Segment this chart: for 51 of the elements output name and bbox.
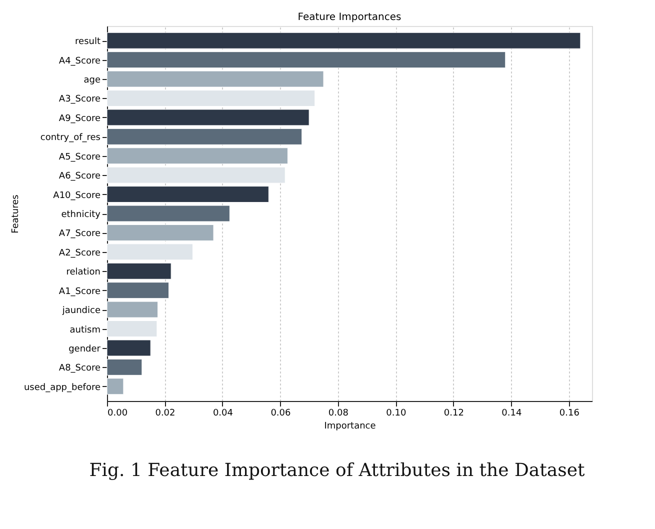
y-tick-label: autism bbox=[70, 325, 100, 336]
x-tick-label: 0.02 bbox=[155, 408, 176, 418]
y-tick-label: ethnicity bbox=[61, 210, 102, 220]
y-tick-label: A4_Score bbox=[58, 56, 101, 66]
x-tick-label: 0.00 bbox=[108, 408, 128, 418]
bar bbox=[106, 128, 302, 145]
y-tick-label: A3_Score bbox=[58, 94, 101, 105]
y-tick-label: result bbox=[75, 37, 101, 48]
bar bbox=[106, 378, 124, 395]
y-tick-label: A10_Score bbox=[53, 190, 101, 201]
y-tick-label: contry_of_res bbox=[40, 133, 101, 144]
y-tick-label: jaundice bbox=[61, 306, 101, 316]
bar bbox=[106, 282, 170, 299]
y-tick-label: A5_Score bbox=[58, 152, 101, 162]
bar bbox=[106, 224, 214, 241]
chart-title: Feature Importances bbox=[298, 12, 402, 23]
x-tick-label: 0.14 bbox=[502, 408, 522, 418]
x-tick-label: 0.08 bbox=[328, 408, 349, 418]
bar bbox=[106, 358, 142, 376]
y-tick-label: A9_Score bbox=[58, 114, 101, 124]
x-tick-label: 0.16 bbox=[559, 408, 580, 418]
bar bbox=[106, 320, 158, 338]
y-tick-label: A7_Score bbox=[58, 229, 101, 240]
bar bbox=[106, 148, 288, 164]
x-tick-label: 0.06 bbox=[270, 408, 292, 418]
x-tick-label: 0.10 bbox=[386, 408, 406, 418]
y-tick-label: A1_Score bbox=[58, 286, 101, 297]
bar bbox=[106, 244, 193, 260]
bar bbox=[106, 340, 151, 356]
caption: Fig. 1 Feature Importance of Attributes in the Dataset bbox=[89, 460, 586, 481]
bar bbox=[106, 301, 158, 318]
bar bbox=[106, 70, 324, 88]
x-axis-title: Importance bbox=[324, 422, 376, 432]
y-tick-label: age bbox=[84, 76, 101, 86]
x-tick-label: 0.12 bbox=[444, 408, 464, 418]
bar bbox=[106, 32, 581, 49]
x-tick-label: 0.04 bbox=[212, 408, 234, 418]
bar bbox=[106, 205, 230, 222]
y-tick-label: A8_Score bbox=[58, 364, 101, 374]
bar bbox=[106, 166, 286, 184]
y-tick-label: relation bbox=[66, 268, 100, 278]
y-axis-title: Features bbox=[10, 194, 21, 234]
bar bbox=[106, 109, 310, 126]
y-tick-label: gender bbox=[68, 344, 101, 354]
y-tick-label: used_app_before bbox=[24, 382, 101, 393]
bar bbox=[106, 90, 316, 106]
bar bbox=[106, 52, 506, 68]
y-tick-label: A6_Score bbox=[58, 172, 101, 182]
bar bbox=[106, 262, 172, 280]
y-tick-label: A2_Score bbox=[58, 248, 101, 258]
bar bbox=[106, 186, 269, 203]
